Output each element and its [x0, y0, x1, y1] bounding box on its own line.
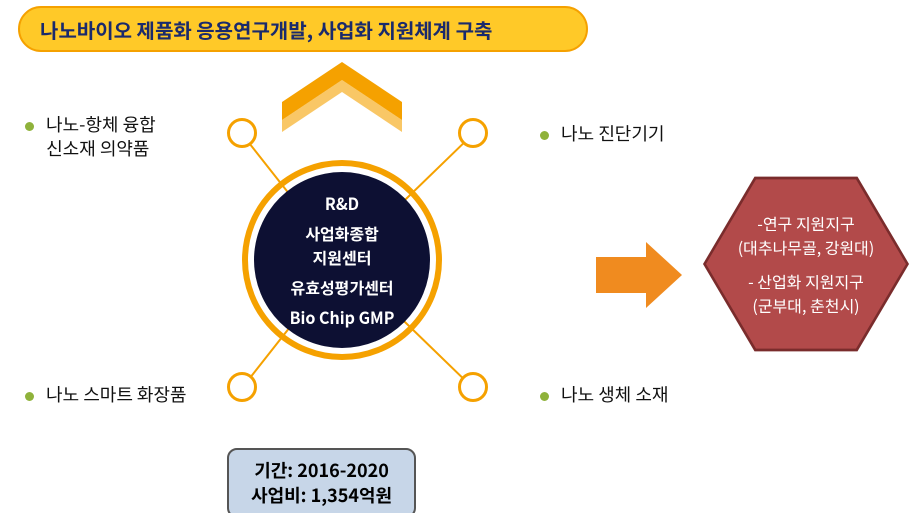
bullet-icon: [540, 131, 549, 140]
bullet-icon: [540, 392, 549, 401]
center-line-2: 지원센터: [313, 245, 372, 269]
hex-line-3: - 산업화 지원지구: [748, 269, 864, 293]
label-bl-text: 나노 스마트 화장품: [46, 381, 187, 407]
info-line-1: 기간: 2016-2020: [251, 458, 392, 483]
spoke-dot-tr: [458, 118, 488, 148]
title-bar: 나노바이오 제품화 응용연구개발, 사업화 지원체계 구축: [18, 6, 588, 52]
hex-line-4: (군부대, 춘천시): [752, 293, 859, 317]
diagram-root: 나노바이오 제품화 응용연구개발, 사업화 지원체계 구축 R&D 사업화종합 …: [0, 0, 912, 513]
label-tl-line1: 나노-항체 융합: [46, 111, 156, 137]
label-tr-text: 나노 진단기기: [561, 120, 664, 146]
hex-line-0: -연구 지원지구: [757, 211, 854, 235]
center-line-4: Bio Chip GMP: [290, 305, 395, 329]
spoke-dot-br: [458, 372, 488, 402]
spoke-dot-tl: [227, 118, 257, 148]
label-tr: 나노 진단기기: [540, 121, 664, 145]
center-circle-outer: R&D 사업화종합 지원센터 유효성평가센터 Bio Chip GMP: [242, 160, 442, 360]
label-br: 나노 생체 소재: [540, 382, 668, 406]
center-line-0: R&D: [325, 191, 359, 215]
center-line-3: 유효성평가센터: [290, 275, 393, 299]
chevron-up-icon: [282, 62, 402, 132]
info-box: 기간: 2016-2020 사업비: 1,354억원: [227, 448, 416, 513]
spoke-dot-bl: [227, 372, 257, 402]
center-circle-inner: R&D 사업화종합 지원센터 유효성평가센터 Bio Chip GMP: [254, 172, 430, 348]
info-line-2: 사업비: 1,354억원: [251, 483, 392, 508]
center-line-1: 사업화종합: [305, 221, 379, 245]
hex-line-1: (대추나무골, 강원대): [738, 235, 875, 259]
hexagon: -연구 지원지구 (대추나무골, 강원대) - 산업화 지원지구 (군부대, 춘…: [706, 174, 906, 354]
label-tl-line2: 신소재 의약품: [46, 135, 149, 161]
label-bl: 나노 스마트 화장품: [25, 382, 187, 406]
arrow-right-head-icon: [646, 242, 682, 308]
title-text: 나노바이오 제품화 응용연구개발, 사업화 지원체계 구축: [40, 15, 492, 44]
label-tl: 나노-항체 융합 신소재 의약품: [25, 112, 156, 161]
arrow-right-icon: [596, 257, 646, 293]
label-br-text: 나노 생체 소재: [561, 381, 668, 407]
bullet-icon: [25, 392, 34, 401]
bullet-icon: [25, 122, 34, 131]
